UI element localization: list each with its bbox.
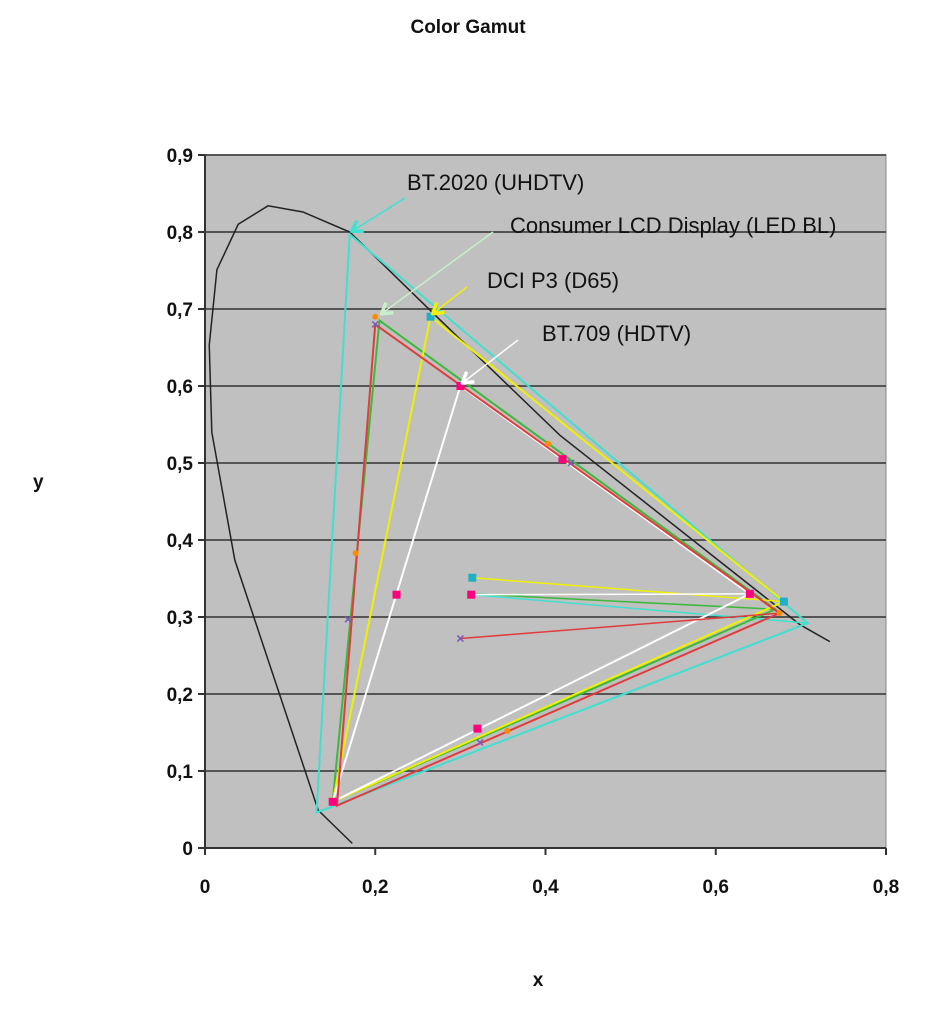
x-marker [456, 635, 464, 643]
annotation-label: BT.709 (HDTV) [542, 321, 691, 346]
white-point-line [471, 593, 750, 596]
y-tick-label: 0,6 [167, 377, 193, 398]
arrowhead-icon [349, 219, 364, 234]
circle-marker [776, 610, 783, 617]
y-tick-label: 0 [182, 839, 193, 860]
spectral-locus-curve [208, 205, 831, 844]
y-tick-label: 0,9 [167, 146, 193, 167]
square-marker [558, 455, 567, 464]
white-point-line [471, 593, 808, 624]
y-tick-label: 0,4 [167, 531, 194, 552]
square-marker [426, 312, 435, 321]
y-tick-label: 0,5 [167, 454, 194, 475]
x-marker [567, 459, 575, 467]
square-marker [392, 590, 401, 599]
white-point-line [472, 576, 784, 603]
square-marker [473, 724, 482, 733]
x-tick-label: 0 [200, 877, 211, 898]
square-marker [468, 573, 477, 582]
chart-title: Color Gamut [410, 17, 526, 38]
x-axis-label: x [532, 970, 544, 991]
annotation-arrow [432, 286, 468, 315]
square-marker [745, 589, 754, 598]
annotation-label: Consumer LCD Display (LED BL) [510, 213, 836, 238]
x-tick-label: 0,8 [873, 877, 899, 898]
annotation-arrow [461, 339, 519, 384]
arrowhead-icon [430, 301, 445, 316]
square-marker [779, 597, 788, 606]
square-marker [467, 590, 476, 599]
axes: 0 0,1 0,2 0,3 0,4 0,5 0,6 0,7 0,8 0,9 0 0,2 0,4 0,6 0,… [167, 146, 900, 898]
x-marker [476, 738, 484, 747]
circle-marker [352, 550, 359, 557]
arrowhead-icon [460, 371, 475, 385]
gamut-triangle [315, 232, 810, 815]
y-tick-label: 0,2 [167, 685, 193, 706]
y-axis-label: y [33, 472, 44, 493]
annotation-label: BT.2020 (UHDTV) [407, 170, 584, 195]
square-marker [456, 382, 465, 390]
x-tick-label: 0,6 [703, 877, 729, 898]
x-marker [371, 320, 379, 328]
annotation-arrow [381, 231, 494, 315]
square-marker [328, 797, 337, 806]
x-tick-label: 0,2 [362, 877, 388, 898]
circle-marker [372, 313, 379, 320]
data-markers [328, 312, 788, 806]
white-point-line [460, 612, 780, 640]
plot-area [204, 154, 887, 849]
y-tick-label: 0,1 [167, 762, 194, 783]
x-tick-label: 0,4 [532, 877, 559, 898]
gamut-triangle [331, 314, 786, 804]
circle-marker [504, 727, 511, 734]
x-marker [344, 615, 352, 623]
y-tick-label: 0,7 [167, 300, 193, 321]
annotations: BT.2020 (UHDTV) Consumer LCD Display (LED… [349, 170, 836, 385]
annotation-label: DCI P3 (D65) [487, 268, 619, 293]
y-tick-label: 0,8 [167, 223, 193, 244]
annotation-arrow [351, 197, 406, 232]
circle-marker [545, 440, 552, 447]
y-tick-label: 0,3 [167, 608, 193, 629]
gamut-triangle [335, 322, 782, 808]
plot-background [204, 154, 887, 849]
spectral-locus [208, 205, 831, 844]
arrowhead-icon [379, 301, 394, 316]
